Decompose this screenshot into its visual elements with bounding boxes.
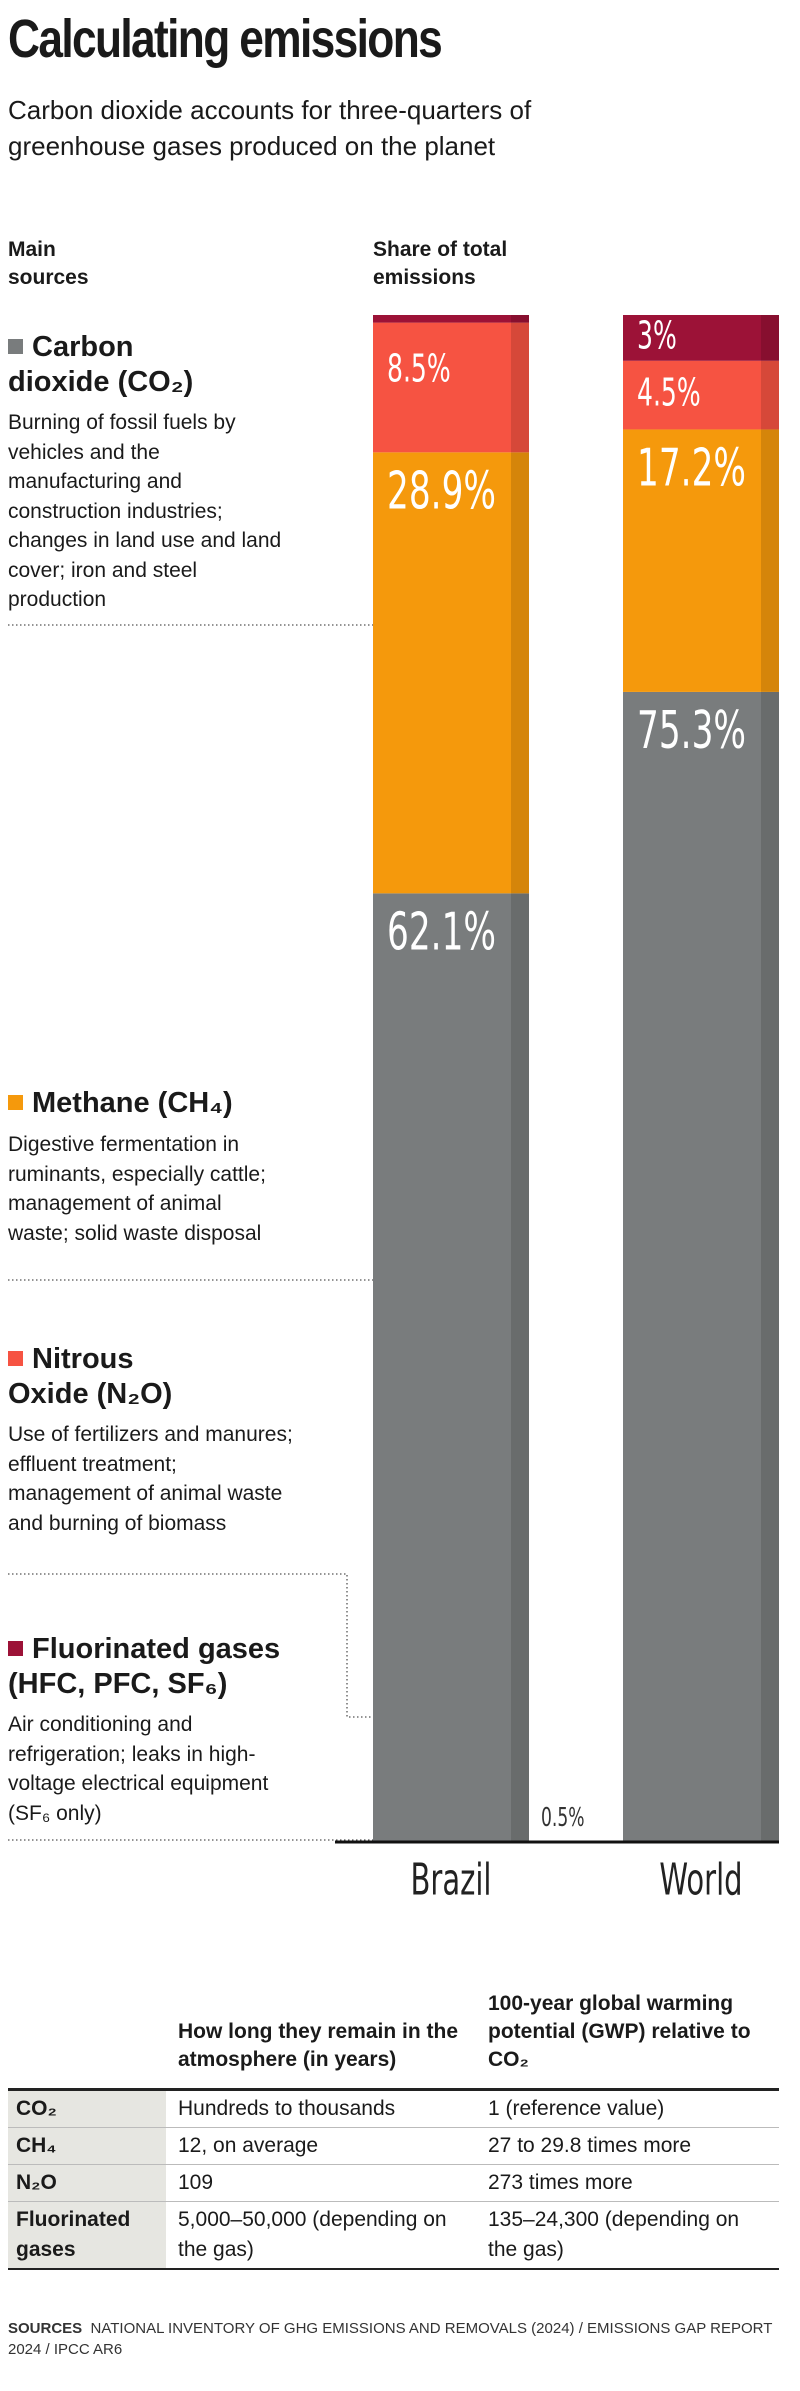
- source-note: Burning of fossil fuels by vehicles and …: [8, 411, 282, 611]
- bar-shade: [761, 315, 779, 361]
- value-label: 0.5%: [541, 1804, 585, 1834]
- table-cell: CO₂: [8, 2088, 166, 2128]
- axis-label: Share of total emissions: [373, 238, 508, 289]
- value-label: 8.5%: [387, 346, 451, 391]
- table-row: N₂O 109 273 times more: [8, 2164, 779, 2202]
- source-note: Use of fertilizers and manures; effluent…: [8, 1423, 293, 1535]
- bar-segment: [623, 691, 779, 1841]
- subtitle: Carbon dioxide accounts for three-quarte…: [8, 95, 532, 161]
- table-cell: Fluorinated gases: [8, 2201, 166, 2270]
- sources-label: SOURCES: [8, 2320, 83, 2337]
- bar-segment: [623, 429, 779, 692]
- legend-label: Methane (CH₄): [32, 1087, 233, 1119]
- table-cell: 12, on average: [166, 2127, 476, 2165]
- bar-shade: [761, 360, 779, 430]
- title: Calculating emissions: [8, 9, 443, 69]
- bar-shade: [511, 893, 529, 1841]
- value-label: 4.5%: [637, 370, 701, 415]
- sources-text: NATIONAL INVENTORY OF GHG EMISSIONS AND …: [8, 2320, 773, 2358]
- table-cell: 5,000–50,000 (depending on the gas): [166, 2201, 476, 2270]
- table-cell: Hundreds to thousands: [166, 2088, 476, 2128]
- value-label: 17.2%: [637, 438, 746, 498]
- bar-shade: [761, 429, 779, 692]
- value-label: 3%: [637, 313, 677, 358]
- table-row: CO₂ Hundreds to thousands 1 (reference val…: [8, 2088, 779, 2128]
- bar-segment: [373, 322, 529, 453]
- table-cell: 135–24,300 (depending on the gas): [476, 2201, 779, 2270]
- source-note: Air conditioning and refrigeration; leak…: [8, 1713, 269, 1825]
- table-header: 100-year global warming potential (GWP) …: [488, 1992, 751, 2071]
- bar-shade: [511, 322, 529, 453]
- source-note: Digestive fermentation in ruminants, esp…: [8, 1133, 266, 1245]
- value-label: 62.1%: [387, 902, 496, 962]
- legend-swatch: [8, 1351, 23, 1366]
- table-row: CH₄ 12, on average 27 to 29.8 times more: [8, 2127, 779, 2165]
- table-row: Fluorinated gases 5,000–50,000 (depending…: [8, 2201, 779, 2270]
- bar-segment: [373, 452, 529, 894]
- value-label: 28.9%: [387, 461, 496, 521]
- table-cell: N₂O: [8, 2164, 166, 2202]
- bar-segment: [623, 360, 779, 430]
- legend-entry: Methane (CH₄): [8, 1086, 328, 1121]
- sources: SOURCES NATIONAL INVENTORY OF GHG EMISSI…: [8, 2318, 778, 2360]
- chart: 62.1% 28.9% 8.5% 0.5% Brazil 75.3% 17.2% 4.5% 3%…: [8, 313, 779, 1905]
- bar-shade: [511, 452, 529, 894]
- legend-swatch: [8, 339, 23, 354]
- column-label: Main sources: [8, 238, 89, 289]
- table-cell: 109: [166, 2164, 476, 2202]
- table-cell: 1 (reference value): [476, 2088, 779, 2128]
- bar-shade: [511, 315, 529, 323]
- table-header: How long they remain in the atmosphere (…: [178, 2020, 459, 2071]
- x-tick-label: World: [659, 1853, 742, 1905]
- legend-swatch: [8, 1095, 23, 1110]
- table-cell: CH₄: [8, 2127, 166, 2165]
- value-label: 75.3%: [637, 701, 746, 761]
- legend-entry: Fluorinated gases (HFC, PFC, SF₆): [8, 1632, 318, 1702]
- legend-label: Fluorinated gases (HFC, PFC, SF₆): [8, 1633, 281, 1700]
- connector: [8, 1573, 377, 1718]
- x-tick-label: Brazil: [410, 1853, 491, 1905]
- legend-entry: Nitrous Oxide (N₂O): [8, 1342, 218, 1412]
- bar-shade: [761, 691, 779, 1841]
- legend-entry: Carbon dioxide (CO₂): [8, 330, 223, 400]
- table-header: [8, 1990, 166, 2090]
- bar-segment: [623, 315, 779, 361]
- legend-label: Nitrous Oxide (N₂O): [8, 1343, 173, 1410]
- legend-swatch: [8, 1641, 23, 1656]
- table-cell: 27 to 29.8 times more: [476, 2127, 779, 2165]
- legend-label: Carbon dioxide (CO₂): [8, 331, 194, 398]
- bar-segment: [373, 893, 529, 1841]
- table: How long they remain in the atmosphere (…: [8, 1990, 779, 2270]
- table-cell: 273 times more: [476, 2164, 779, 2202]
- bar-segment: [373, 315, 529, 323]
